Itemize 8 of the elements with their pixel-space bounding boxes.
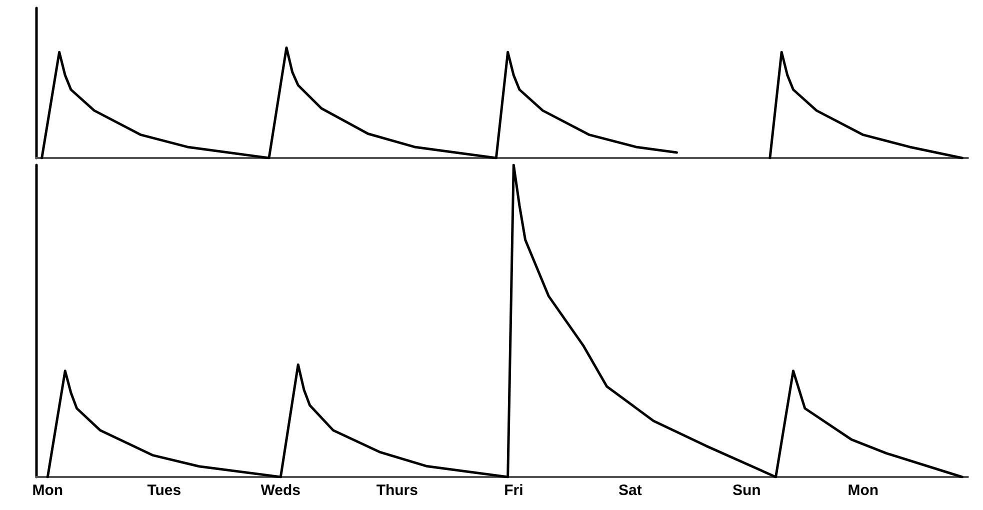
x-tick-label: Mon — [848, 482, 879, 499]
x-tick-label: Fri — [504, 482, 524, 499]
x-tick-label: Sat — [618, 482, 642, 499]
x-tick-label: Weds — [260, 482, 301, 499]
x-tick-label: Sun — [732, 482, 761, 499]
x-tick-label: Tues — [147, 482, 182, 499]
x-tick-label: Mon — [32, 482, 64, 499]
x-tick-label: Thurs — [376, 482, 418, 499]
